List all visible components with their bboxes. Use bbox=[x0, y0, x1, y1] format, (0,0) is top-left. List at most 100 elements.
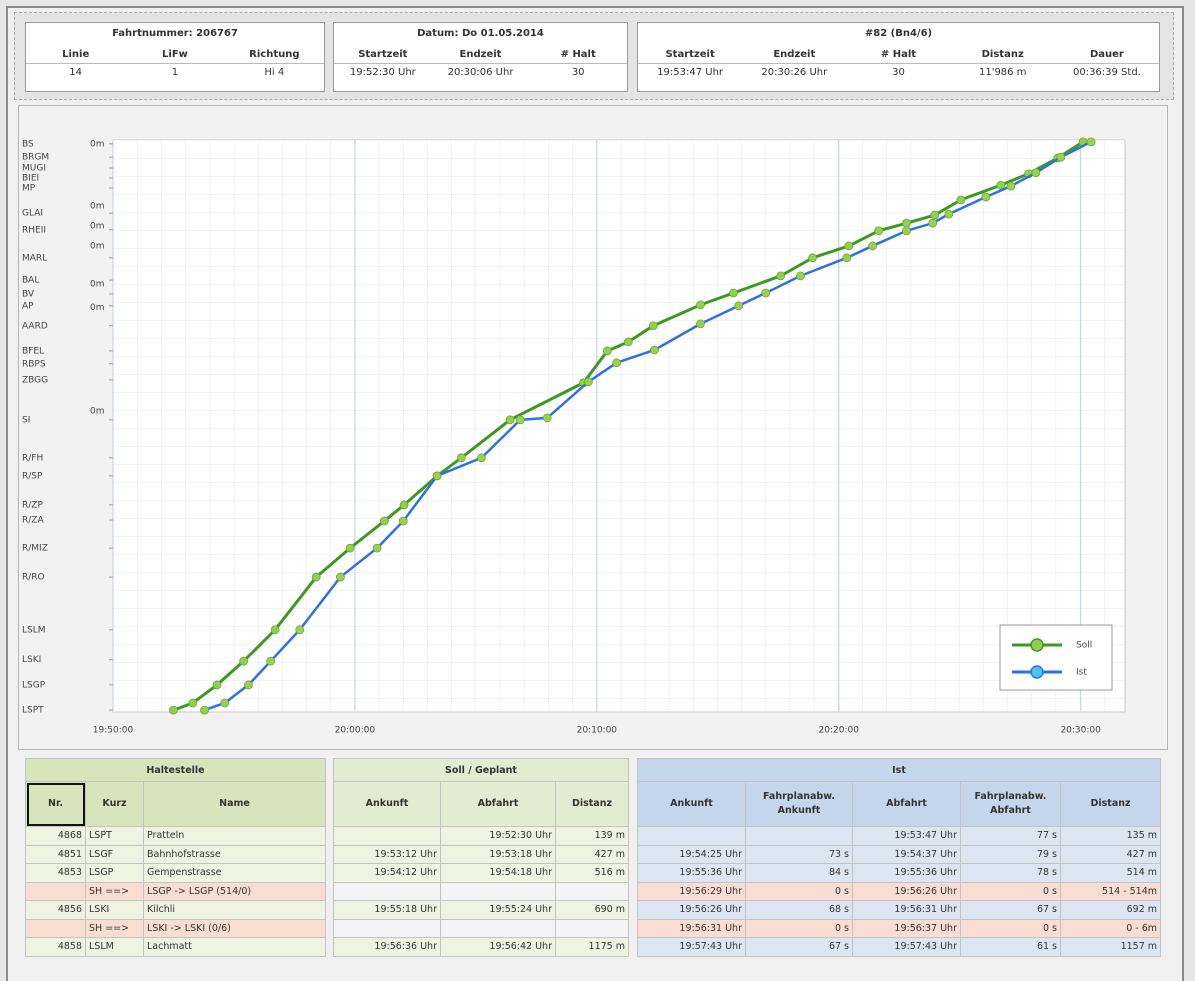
table-cell: 68 s bbox=[745, 900, 853, 920]
series-point bbox=[808, 253, 817, 263]
table-row: 19:56:26 Uhr 68 s 19:56:31 Uhr 67 s 692 m bbox=[637, 900, 1162, 920]
table-cell bbox=[440, 918, 556, 938]
group-header-row: Soll / Geplant bbox=[333, 758, 629, 782]
series-point bbox=[477, 453, 486, 463]
y-tick-label: BAL bbox=[22, 276, 39, 286]
table-cell: 427 m bbox=[555, 844, 629, 864]
series-point bbox=[842, 253, 852, 263]
table-cell bbox=[25, 881, 86, 901]
group-header: Ist bbox=[636, 758, 1162, 782]
table-cell: 19:54:12 Uhr bbox=[333, 863, 441, 883]
table-cell: 4868 bbox=[25, 826, 86, 846]
column-header: Endzeit bbox=[773, 49, 816, 60]
table-cell: LSGF bbox=[85, 844, 144, 864]
value: 00:36:39 Std. bbox=[1072, 67, 1141, 78]
y-tick-label: ZBGG bbox=[22, 375, 48, 385]
series-point bbox=[902, 226, 911, 236]
column-header-row: Ankunft Fahrplanabw. Ankunft Abfahrt Fahrpl… bbox=[637, 781, 1162, 827]
series-point bbox=[648, 321, 658, 331]
table-group: Soll / Geplant Ankunft Abfahrt Distanz 19:52… bbox=[333, 758, 629, 957]
y-tick-label: MARL bbox=[22, 253, 47, 263]
column-header: Distanz bbox=[555, 781, 629, 827]
table-cell: 79 s bbox=[960, 844, 1061, 864]
table-cell: 139 m bbox=[555, 826, 629, 846]
series-point bbox=[583, 377, 593, 387]
x-tick-label: 20:00:00 bbox=[335, 726, 376, 736]
table-cell: 19:56:26 Uhr bbox=[852, 881, 961, 901]
column-header: Distanz bbox=[981, 49, 1024, 60]
column-header: Startzeit bbox=[358, 49, 408, 60]
series-point bbox=[612, 358, 621, 368]
table-group: Ist Ankunft Fahrplanabw. Ankunft Abfahrt Fah… bbox=[636, 758, 1162, 957]
table-row: 4851 LSGF Bahnhofstrasse bbox=[25, 844, 326, 864]
box-title: #82 (Bn4/6) bbox=[864, 28, 933, 39]
y-tick-label: MP bbox=[22, 183, 36, 193]
y-tick-label: R/FH bbox=[22, 453, 43, 463]
legend-marker bbox=[1030, 665, 1044, 679]
column-header: Fahrplanabw. Abfahrt bbox=[960, 781, 1061, 827]
value: 19:52:30 Uhr bbox=[349, 67, 416, 78]
series-point bbox=[696, 300, 705, 310]
table-cell: 19:56:31 Uhr bbox=[637, 918, 746, 938]
series-point bbox=[944, 209, 954, 219]
column-header: Abfahrt bbox=[440, 781, 556, 827]
x-tick-label: 20:30:00 bbox=[1060, 726, 1101, 736]
y-tick-label: BS bbox=[22, 139, 34, 149]
column-header-row: Nr. Kurz Name bbox=[25, 781, 326, 827]
y-tick-label: BV bbox=[22, 289, 35, 299]
column-header: Richtung bbox=[249, 49, 300, 60]
table-cell: 84 s bbox=[745, 863, 853, 883]
series-point bbox=[169, 705, 178, 715]
series-point bbox=[981, 192, 991, 202]
y-tick-label: GLAI bbox=[22, 209, 43, 219]
table-cell: 19:55:36 Uhr bbox=[852, 863, 961, 883]
value-row: 14 1 Hi 4 bbox=[26, 63, 324, 81]
table-cell: 1157 m bbox=[1059, 937, 1162, 957]
table-cell: SH ==> bbox=[85, 881, 144, 901]
value: 19:53:47 Uhr bbox=[657, 67, 724, 78]
table-cell: 135 m bbox=[1059, 826, 1162, 846]
series-point bbox=[623, 337, 633, 347]
table-cell: 19:55:18 Uhr bbox=[333, 900, 441, 920]
table-cell: Lachmatt bbox=[143, 937, 326, 957]
legend-label: Soll bbox=[1076, 641, 1092, 651]
table-cell: 78 s bbox=[960, 863, 1061, 883]
table-cell bbox=[333, 918, 441, 938]
series-point bbox=[345, 543, 355, 553]
x-tick-label: 20:20:00 bbox=[819, 726, 860, 736]
y-tick-label: MUGI bbox=[22, 164, 46, 174]
table-cell: 19:53:18 Uhr bbox=[440, 844, 556, 864]
legend-marker bbox=[1030, 638, 1044, 652]
y-tick-label: LSLM bbox=[22, 625, 46, 635]
table-row: 19:53:47 Uhr 77 s 135 m bbox=[637, 826, 1162, 846]
column-header: Startzeit bbox=[665, 49, 715, 60]
series-point bbox=[956, 195, 966, 205]
series-point bbox=[515, 415, 525, 425]
table-cell: 19:56:31 Uhr bbox=[852, 900, 961, 920]
table-cell: 77 s bbox=[960, 826, 1061, 846]
table-cell bbox=[745, 826, 853, 846]
table-cell: LSPT bbox=[85, 826, 144, 846]
table-row: 4853 LSGP Gempenstrasse bbox=[25, 863, 326, 883]
table-cell: LSKI -> LSKI (0/6) bbox=[143, 918, 326, 938]
column-headers: Startzeit Endzeit # Halt bbox=[334, 46, 627, 63]
table-cell bbox=[555, 918, 629, 938]
series-point bbox=[542, 413, 552, 423]
series-point bbox=[244, 680, 253, 690]
table-cell: Bahnhofstrasse bbox=[143, 844, 326, 864]
column-header: # Halt bbox=[880, 49, 917, 60]
y-tick-label: AP bbox=[22, 301, 34, 311]
table-row: SH ==> LSGP -> LSGP (514/0) bbox=[25, 881, 326, 901]
series-point bbox=[270, 625, 280, 635]
table-cell: 4858 bbox=[25, 937, 86, 957]
table-cell: 19:56:36 Uhr bbox=[333, 937, 441, 957]
table-row: 4856 LSKI Kilchli bbox=[25, 900, 326, 920]
series-point bbox=[212, 680, 222, 690]
table-cell bbox=[637, 826, 746, 846]
y-tick-label: R/SP bbox=[22, 471, 43, 481]
column-header: Distanz bbox=[1059, 781, 1162, 827]
table-cell: Gempenstrasse bbox=[143, 863, 326, 883]
group-header: Soll / Geplant bbox=[333, 758, 629, 782]
value: Hi 4 bbox=[264, 67, 285, 78]
series-point bbox=[734, 301, 744, 311]
